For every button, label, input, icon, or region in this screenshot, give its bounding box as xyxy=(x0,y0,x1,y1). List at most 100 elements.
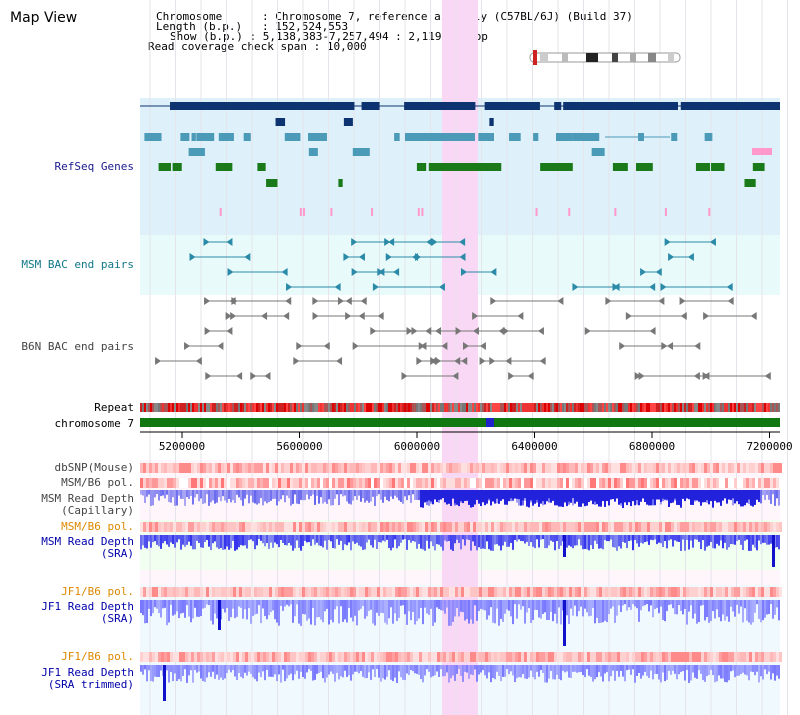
depth-bar xyxy=(538,600,540,618)
depth-bar xyxy=(382,490,384,503)
heat-cell xyxy=(569,587,572,597)
depth-bar xyxy=(216,600,218,619)
depth-bar xyxy=(392,490,394,499)
depth-bar xyxy=(394,490,396,496)
repeat-mark xyxy=(562,403,564,412)
heat-cell xyxy=(275,463,278,473)
depth-bar xyxy=(560,665,562,681)
heat-cell xyxy=(743,587,746,597)
heat-cell xyxy=(536,587,539,597)
repeat-mark xyxy=(504,403,506,412)
heat-cell xyxy=(368,478,371,488)
depth-bar xyxy=(606,600,608,623)
heat-cell xyxy=(266,652,269,662)
depth-bar xyxy=(290,600,292,605)
depth-bar xyxy=(396,490,398,498)
heat-cell xyxy=(263,478,266,488)
label-msm-b6-pol-1[interactable]: MSM/B6 pol. xyxy=(61,476,134,489)
depth-bar xyxy=(160,600,162,618)
repeat-mark xyxy=(690,403,692,412)
depth-bar-strong xyxy=(706,490,708,501)
depth-bar xyxy=(772,665,774,674)
heat-cell xyxy=(374,522,377,532)
label-refseq-genes[interactable]: RefSeq Genes xyxy=(54,160,134,173)
heat-cell xyxy=(374,478,377,488)
repeat-mark xyxy=(212,403,214,412)
heat-cell xyxy=(719,522,722,532)
heat-cell xyxy=(587,587,590,597)
label-msm-read-depth-cap[interactable]: MSM Read Depth (Capillary) xyxy=(0,493,134,517)
heat-cell xyxy=(446,463,449,473)
heat-cell xyxy=(482,522,485,532)
heat-cell xyxy=(434,587,437,597)
heat-cell xyxy=(638,587,641,597)
depth-bar xyxy=(600,535,602,549)
depth-bar xyxy=(314,665,316,680)
label-repeat[interactable]: Repeat xyxy=(94,401,134,414)
depth-bar xyxy=(222,665,224,681)
repeat-mark xyxy=(302,403,304,412)
label-b6n-bac[interactable]: B6N BAC end pairs xyxy=(21,340,134,353)
label-dbsnp[interactable]: dbSNP(Mouse) xyxy=(54,461,134,474)
heat-cell xyxy=(380,522,383,532)
heat-cell xyxy=(629,652,632,662)
depth-bar xyxy=(614,600,616,623)
heat-cell xyxy=(413,463,416,473)
depth-bar xyxy=(312,490,314,495)
heat-cell xyxy=(335,522,338,532)
depth-bar xyxy=(378,665,380,678)
depth-bar xyxy=(312,665,314,681)
heat-cell xyxy=(284,478,287,488)
heat-cell xyxy=(572,522,575,532)
heat-cell xyxy=(242,522,245,532)
depth-bar xyxy=(740,665,742,675)
depth-bar xyxy=(148,490,150,495)
heat-cell xyxy=(185,463,188,473)
label-jf1-b6-pol-2[interactable]: JF1/B6 pol. xyxy=(61,650,134,663)
depth-bar-strong xyxy=(618,490,620,505)
repeat-mark xyxy=(524,403,526,412)
heat-cell xyxy=(227,587,230,597)
depth-bar xyxy=(252,535,254,542)
depth-bar xyxy=(362,490,364,499)
depth-bar xyxy=(412,600,414,612)
repeat-mark xyxy=(596,403,598,412)
heat-cell xyxy=(251,463,254,473)
label-msm-read-depth-sra[interactable]: MSM Read Depth (SRA) xyxy=(0,536,134,560)
depth-bar xyxy=(616,600,618,616)
bac-end-marker xyxy=(726,283,733,291)
depth-bar xyxy=(394,535,396,540)
depth-bar xyxy=(474,535,476,546)
heat-cell xyxy=(635,587,638,597)
heat-cell xyxy=(584,463,587,473)
label-jf1-read-depth-sra[interactable]: JF1 Read Depth (SRA) xyxy=(0,601,134,625)
heat-cell xyxy=(635,463,638,473)
depth-bar-strong xyxy=(750,490,752,506)
depth-bar xyxy=(156,600,158,609)
depth-bar xyxy=(490,665,492,683)
label-msm-b6-pol-2[interactable]: MSM/B6 pol. xyxy=(61,520,134,533)
heat-cell xyxy=(731,478,734,488)
label-jf1-b6-pol-1[interactable]: JF1/B6 pol. xyxy=(61,585,134,598)
repeat-mark xyxy=(464,403,466,412)
depth-bar xyxy=(700,600,702,606)
depth-bar-strong xyxy=(622,490,624,508)
depth-bar xyxy=(296,490,298,504)
label-jf1-read-depth-trim[interactable]: JF1 Read Depth (SRA trimmed) xyxy=(0,667,134,691)
gene-exon xyxy=(519,102,540,110)
heat-cell xyxy=(464,652,467,662)
depth-bar-strong xyxy=(716,490,718,503)
bac-end-marker xyxy=(250,372,257,380)
heat-cell xyxy=(473,463,476,473)
heat-cell xyxy=(515,522,518,532)
repeat-mark xyxy=(190,403,192,412)
heat-cell xyxy=(467,587,470,597)
depth-bar xyxy=(314,490,316,505)
bac-end-marker xyxy=(205,372,212,380)
heat-cell xyxy=(647,652,650,662)
heat-cell xyxy=(701,587,704,597)
label-msm-bac[interactable]: MSM BAC end pairs xyxy=(21,258,134,271)
depth-bar-strong xyxy=(742,490,744,507)
depth-bar xyxy=(288,490,290,499)
